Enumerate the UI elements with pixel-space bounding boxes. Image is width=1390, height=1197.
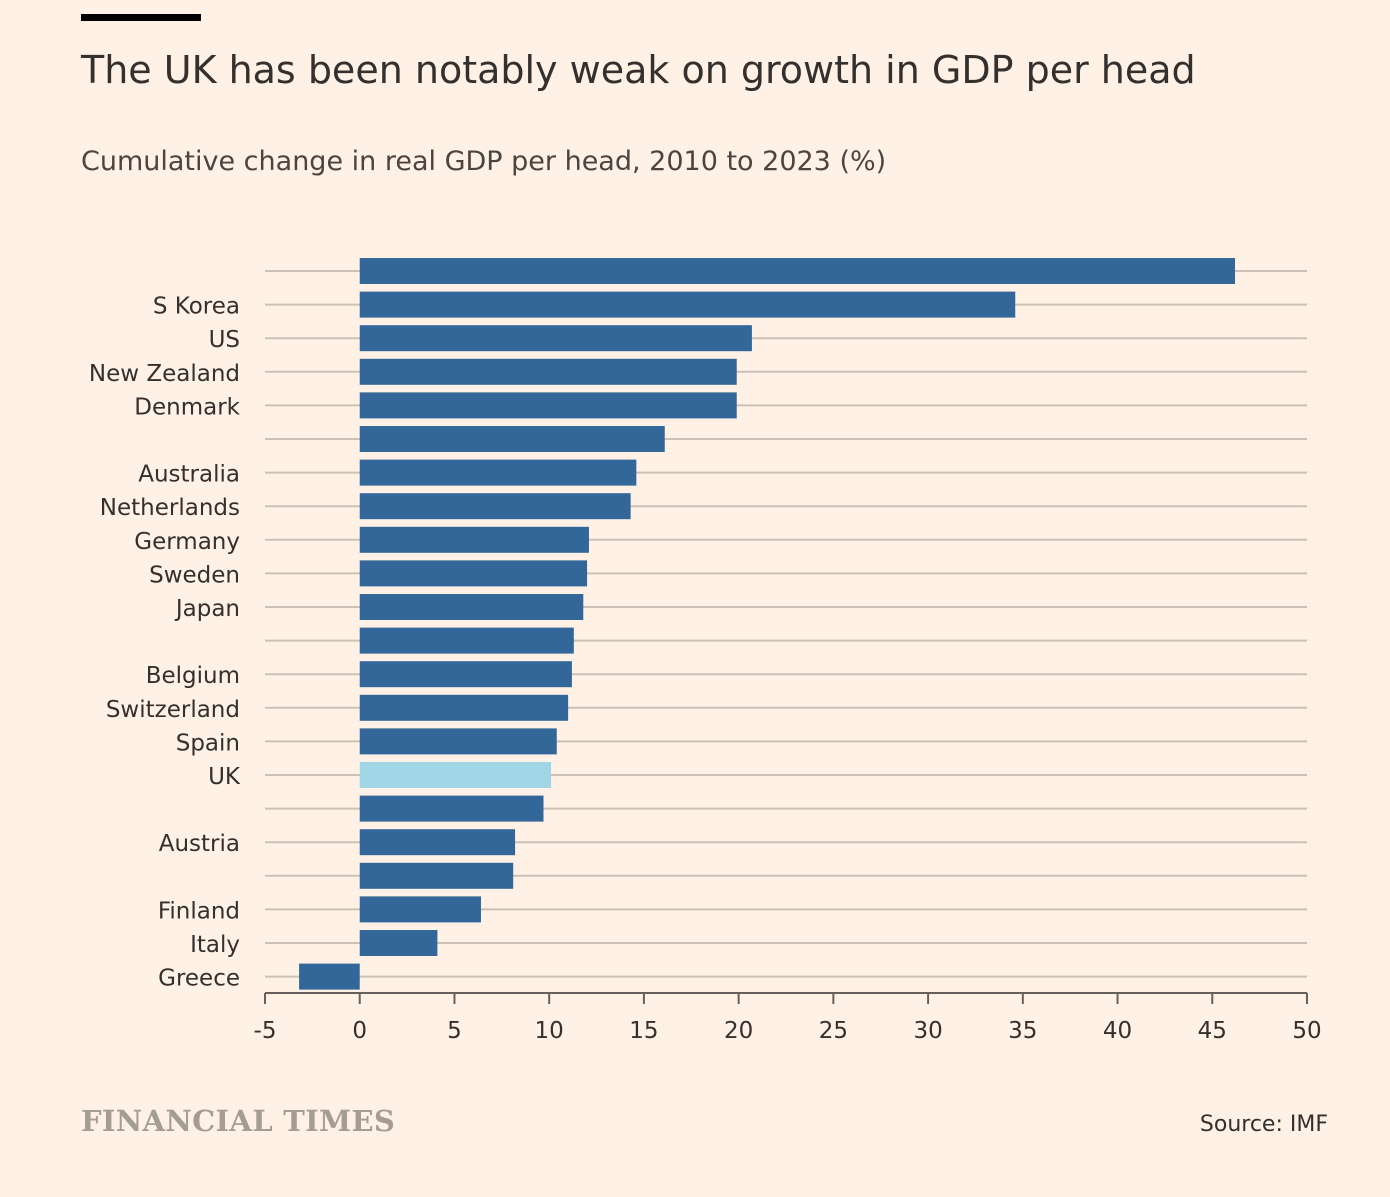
category-label: UK	[208, 764, 241, 790]
x-tick-label: 10	[535, 1018, 564, 1044]
bar	[359, 459, 637, 486]
top-rule	[81, 14, 201, 21]
bar	[359, 728, 557, 755]
category-label: New Zealand	[89, 361, 240, 387]
category-label: Netherlands	[100, 495, 240, 521]
category-label: Sweden	[149, 562, 240, 588]
x-tick-label: 40	[1103, 1018, 1132, 1044]
bar	[359, 862, 514, 889]
bar	[359, 829, 516, 856]
bar	[359, 694, 569, 721]
bar	[359, 930, 438, 956]
source-note: Source: IMF	[1199, 1112, 1328, 1137]
bar	[359, 795, 544, 822]
bar	[359, 325, 752, 352]
bar	[359, 493, 631, 520]
category-label: Japan	[174, 596, 240, 622]
bar	[359, 258, 1236, 284]
bar	[359, 526, 589, 553]
category-label: US	[209, 327, 240, 353]
bar	[359, 291, 1016, 318]
category-label: Australia	[138, 462, 240, 488]
bar	[359, 661, 572, 688]
bar-highlight	[359, 762, 552, 788]
category-label: Denmark	[134, 394, 240, 420]
ft-logo: FINANCIAL TIMES	[81, 1104, 396, 1138]
category-label: Switzerland	[106, 697, 240, 723]
bar	[359, 426, 665, 452]
bar	[359, 896, 481, 923]
bar	[359, 627, 574, 654]
x-tick-label: 45	[1198, 1018, 1227, 1044]
x-tick-label: 5	[447, 1018, 462, 1044]
category-label: Finland	[158, 898, 240, 924]
category-label: Italy	[190, 932, 240, 958]
category-label: Spain	[176, 730, 240, 756]
x-tick-label: 25	[819, 1018, 848, 1044]
x-tick-label: 20	[724, 1018, 753, 1044]
category-label: Belgium	[146, 663, 240, 689]
x-tick-label: 50	[1292, 1018, 1321, 1044]
x-tick-label: 30	[913, 1018, 942, 1044]
bar	[299, 963, 360, 990]
category-label: Greece	[158, 966, 240, 992]
category-label: S Korea	[153, 294, 240, 320]
bar	[359, 358, 737, 385]
bar	[359, 392, 737, 419]
x-tick-label: 0	[352, 1018, 367, 1044]
category-label: Germany	[134, 529, 240, 555]
category-label: Austria	[159, 831, 240, 857]
x-tick-label: 15	[629, 1018, 658, 1044]
chart-subtitle: Cumulative change in real GDP per head, …	[81, 146, 887, 177]
bar	[359, 594, 584, 620]
bar	[359, 560, 588, 587]
chart-title: The UK has been notably weak on growth i…	[81, 48, 1196, 92]
x-tick-label: 35	[1008, 1018, 1037, 1044]
x-tick-label: -5	[254, 1018, 277, 1044]
